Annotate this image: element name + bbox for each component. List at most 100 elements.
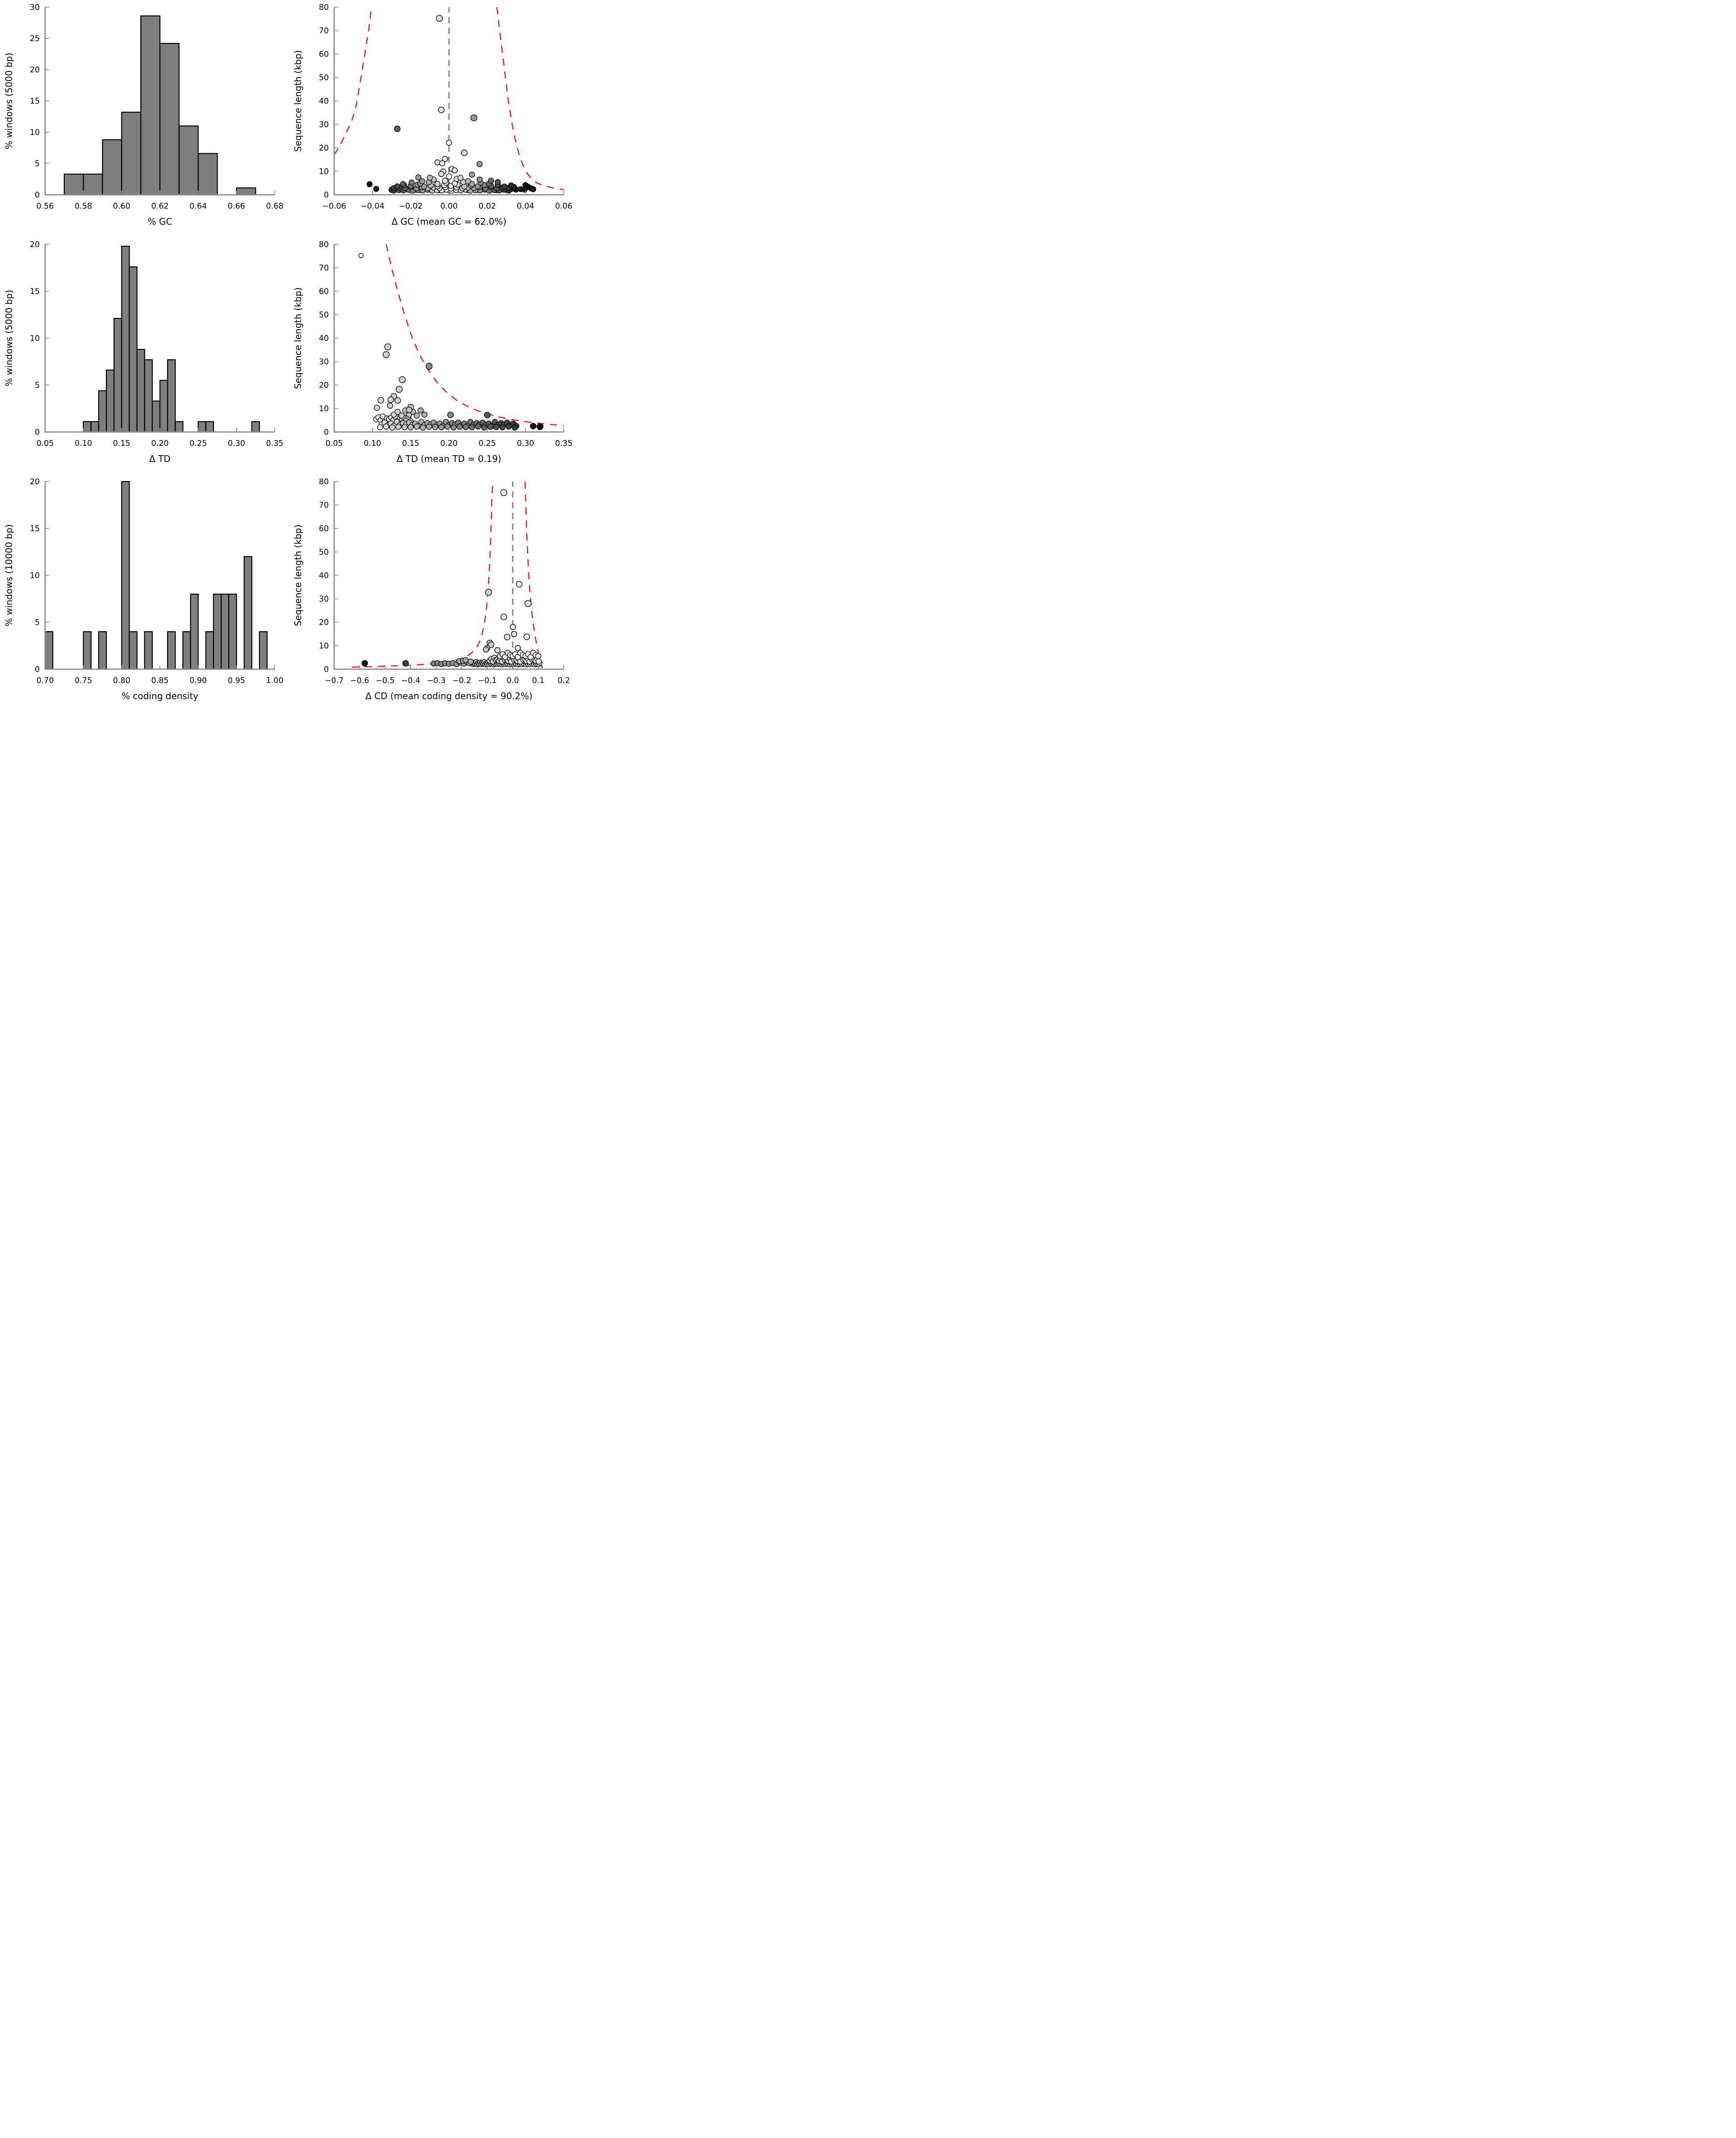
scatter-point bbox=[442, 156, 449, 162]
scatter-point bbox=[427, 175, 433, 181]
x-tick-label: 0.02 bbox=[478, 202, 496, 211]
x-tick-label: −0.7 bbox=[325, 676, 344, 685]
scatter-point bbox=[475, 423, 481, 430]
y-axis-label: Sequence length (kbp) bbox=[293, 524, 303, 626]
scatter-point bbox=[501, 183, 507, 190]
panel-gc-scatter: −0.06 −0.04 −0.02 0.00 0.02 0.04 0.06 0 10 20 30 40… bbox=[293, 3, 572, 227]
x-tick-label: 0.90 bbox=[189, 676, 207, 685]
significance-curve bbox=[352, 486, 493, 668]
x-tick-label: 0.66 bbox=[228, 202, 245, 211]
significance-curve bbox=[524, 481, 543, 668]
x-tick-label: 1.00 bbox=[266, 676, 284, 685]
x-tick-label: 0.75 bbox=[75, 676, 92, 685]
histogram-bar bbox=[113, 318, 122, 433]
histogram-bar bbox=[144, 631, 153, 670]
scatter-point bbox=[467, 658, 474, 665]
panel-container-td-histogram: 0.05 0.10 0.15 0.20 0.25 0.30 0.35 0 5 10 15 20 Δ TD… bbox=[0, 237, 289, 474]
scatter-point bbox=[521, 186, 528, 193]
scatter-point bbox=[394, 409, 401, 415]
y-tick-label: 20 bbox=[30, 240, 40, 249]
x-tick-label: 0.1 bbox=[532, 676, 545, 685]
scatter-point bbox=[469, 424, 475, 431]
scatter-point bbox=[537, 423, 544, 430]
scatter-point bbox=[483, 646, 489, 653]
x-axis-label: % GC bbox=[148, 216, 172, 227]
scatter-point bbox=[438, 424, 444, 431]
scatter-point bbox=[530, 186, 537, 193]
x-tick-label: 0.35 bbox=[555, 439, 573, 448]
scatter-point bbox=[508, 182, 514, 189]
histogram-bar bbox=[167, 631, 176, 670]
y-tick-label: 50 bbox=[319, 311, 329, 320]
scatter-point bbox=[476, 161, 483, 167]
scatter-point bbox=[434, 181, 440, 187]
x-axis-label: Δ GC (mean GC = 62.0%) bbox=[391, 216, 506, 227]
y-tick-label: 60 bbox=[319, 50, 329, 59]
histogram-bar bbox=[190, 593, 199, 670]
histogram-bar bbox=[243, 556, 252, 670]
significance-curve bbox=[386, 244, 564, 426]
y-tick-label: 20 bbox=[30, 478, 40, 486]
histogram-bar bbox=[175, 421, 184, 433]
x-tick-label: 0.62 bbox=[151, 202, 169, 211]
y-tick-label: 30 bbox=[30, 3, 40, 12]
scatter-point bbox=[377, 397, 384, 404]
scatter-point bbox=[470, 114, 478, 122]
panel-td-scatter: 0.05 0.10 0.15 0.20 0.25 0.30 0.35 0 10 20 30 40 50 6… bbox=[293, 240, 573, 464]
y-tick-label: 10 bbox=[30, 334, 40, 343]
x-tick-label: 0.60 bbox=[113, 202, 130, 211]
scatter-point bbox=[494, 647, 501, 654]
y-tick-label: 80 bbox=[319, 240, 329, 249]
scatter-point bbox=[408, 180, 415, 186]
scatter-point bbox=[402, 660, 409, 667]
scatter-point bbox=[436, 15, 443, 22]
y-tick-label: 70 bbox=[319, 264, 329, 273]
y-tick-label: 15 bbox=[30, 97, 40, 106]
scatter-point bbox=[444, 423, 451, 430]
histogram-bar bbox=[205, 421, 214, 433]
scatter-point bbox=[415, 174, 422, 180]
scatter-point bbox=[512, 424, 518, 431]
histogram-bar bbox=[136, 349, 145, 433]
y-tick-label: 25 bbox=[30, 34, 40, 43]
y-tick-label: 10 bbox=[319, 642, 329, 651]
histogram-bar bbox=[121, 112, 142, 196]
x-tick-label: 0.10 bbox=[364, 439, 381, 448]
y-axis-label: Sequence length (kbp) bbox=[293, 50, 303, 152]
x-tick-label: 0.35 bbox=[266, 439, 284, 448]
scatter-point bbox=[447, 411, 454, 418]
y-tick-label: 15 bbox=[30, 524, 40, 533]
scatter-point bbox=[502, 654, 508, 660]
scatter-point bbox=[515, 645, 521, 651]
scatter-point bbox=[450, 424, 457, 431]
scatter-point bbox=[493, 424, 499, 430]
y-tick-label: 0 bbox=[35, 428, 40, 437]
scatter-point bbox=[414, 423, 420, 430]
y-tick-label: 10 bbox=[319, 168, 329, 176]
scatter-point bbox=[400, 181, 406, 187]
panel-container-cd-histogram: 0.70 0.75 0.80 0.85 0.90 0.95 1.00 0 5 10 15 20 % co… bbox=[0, 474, 289, 713]
scatter-point bbox=[452, 167, 458, 174]
x-tick-label: −0.2 bbox=[452, 676, 471, 685]
y-tick-label: 10 bbox=[30, 571, 40, 580]
histogram-bar bbox=[140, 15, 161, 196]
histogram-bar bbox=[98, 631, 107, 670]
y-tick-label: 0 bbox=[324, 428, 329, 437]
histogram-bar bbox=[220, 593, 230, 670]
scatter-point bbox=[530, 423, 537, 430]
histogram-bar bbox=[83, 421, 92, 433]
scatter-point bbox=[446, 139, 452, 146]
y-axis-label: % windows (5000 bp) bbox=[4, 53, 14, 149]
histogram-bar bbox=[178, 125, 199, 196]
x-tick-label: 0.95 bbox=[228, 676, 245, 685]
scatter-point bbox=[389, 424, 395, 431]
y-axis-label: % windows (10000 bp) bbox=[4, 524, 14, 627]
histogram-bar bbox=[121, 481, 130, 670]
scatter-point bbox=[432, 424, 438, 430]
y-tick-label: 40 bbox=[319, 334, 329, 343]
x-tick-label: 0.58 bbox=[75, 202, 92, 211]
x-tick-label: 0.04 bbox=[517, 202, 534, 211]
scatter-point bbox=[394, 126, 401, 132]
y-tick-label: 40 bbox=[319, 97, 329, 106]
scatter-point bbox=[487, 423, 494, 430]
